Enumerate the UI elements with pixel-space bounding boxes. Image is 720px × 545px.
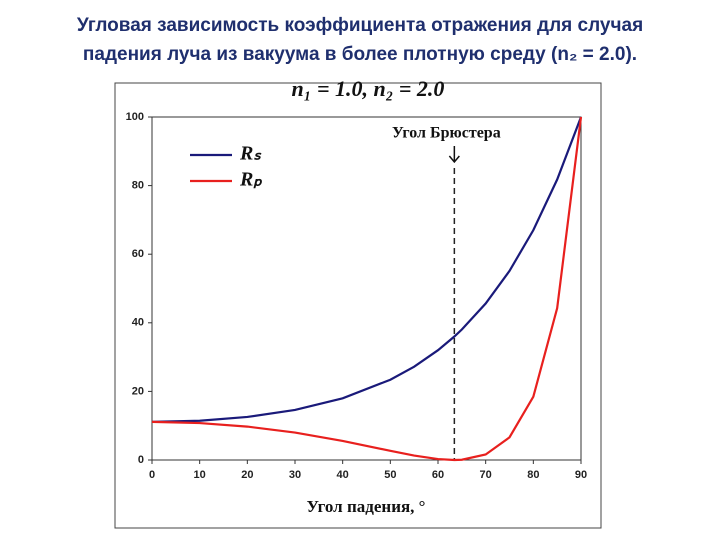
x-tick-label: 30 bbox=[289, 469, 301, 481]
series-line bbox=[151, 116, 583, 423]
legend-label: Rₛ bbox=[239, 143, 261, 165]
x-axis-label: Угол падения, ° bbox=[307, 497, 426, 516]
series-line bbox=[151, 116, 583, 462]
x-tick-label: 90 bbox=[575, 469, 587, 481]
x-tick-label: 40 bbox=[337, 469, 349, 481]
y-tick-label: 60 bbox=[132, 248, 144, 260]
y-tick-label: 0 bbox=[138, 454, 144, 466]
subtitle: n₁ = 1.0, n₂ = 2.0 bbox=[292, 76, 445, 101]
legend-label: Rₚ bbox=[239, 169, 262, 191]
annotation-arrow bbox=[448, 146, 460, 164]
x-tick-label: 50 bbox=[384, 469, 396, 481]
x-tick-label: 0 bbox=[149, 469, 155, 481]
title-line: падения луча из вакуума в более плотную … bbox=[83, 44, 637, 65]
x-tick-label: 60 bbox=[432, 469, 444, 481]
y-tick-label: 80 bbox=[132, 180, 144, 192]
x-tick-label: 10 bbox=[194, 469, 206, 481]
annotation: Угол Брюстера bbox=[392, 125, 501, 142]
x-tick-label: 80 bbox=[527, 469, 539, 481]
title-line: Угловая зависимость коэффициента отражен… bbox=[77, 15, 643, 36]
x-tick-label: 20 bbox=[241, 469, 253, 481]
y-tick-label: 100 bbox=[126, 111, 144, 123]
y-tick-label: 20 bbox=[132, 385, 144, 397]
x-tick-label: 70 bbox=[480, 469, 492, 481]
chart-frame bbox=[114, 82, 602, 529]
y-tick-label: 40 bbox=[132, 317, 144, 329]
plot-area bbox=[151, 116, 582, 461]
